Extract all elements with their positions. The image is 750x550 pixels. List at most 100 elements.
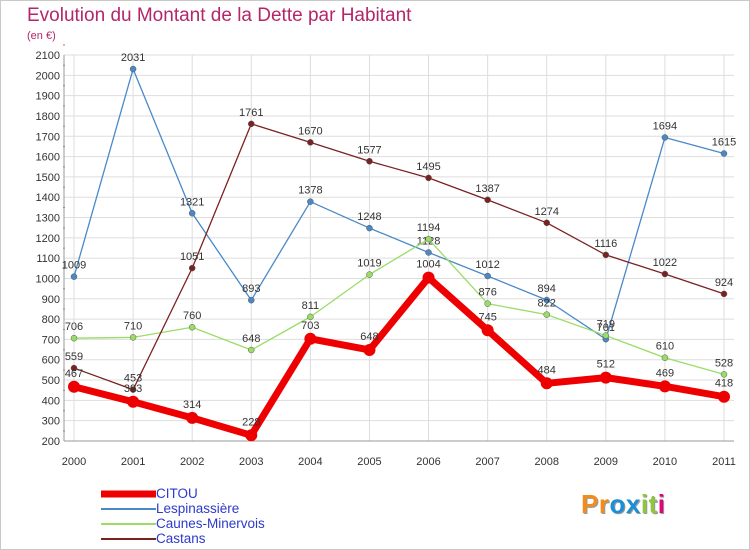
data-label-citou: 467	[65, 368, 83, 380]
data-label-lespinassiere: 2031	[121, 52, 145, 64]
data-point-lespinassiere	[720, 150, 728, 157]
data-label-citou: 469	[656, 367, 674, 379]
legend-item-caunes-minervois: Caunes-Minervois	[101, 516, 401, 531]
data-point-citou	[186, 411, 199, 424]
legend-swatch-castans	[101, 531, 156, 546]
data-point-castans	[188, 264, 196, 272]
data-label-lespinassiere: 894	[538, 283, 556, 295]
series-line-caunes-minervois	[73, 238, 725, 375]
data-point-caunes-minervois	[129, 334, 137, 341]
data-label-castans: 1022	[653, 257, 677, 269]
data-point-citou	[481, 324, 494, 337]
y-tick-label: 800	[42, 314, 60, 326]
data-label-castans: 559	[65, 351, 83, 363]
proxiti-logo: Proxiti	[581, 489, 666, 519]
series-line-castans	[73, 123, 725, 391]
data-label-castans: 1274	[534, 206, 558, 218]
data-point-lespinassiere	[248, 296, 255, 304]
data-label-lespinassiere: 1248	[357, 211, 381, 223]
data-label-lespinassiere: 1009	[62, 260, 86, 272]
data-point-castans	[307, 139, 314, 146]
data-point-caunes-minervois	[720, 371, 728, 378]
data-label-lespinassiere: 1694	[653, 120, 677, 132]
x-tick-label: 2009	[594, 456, 618, 468]
data-point-lespinassiere	[484, 272, 491, 280]
y-tick-label: 300	[42, 416, 60, 428]
data-point-caunes-minervois	[307, 313, 314, 321]
data-point-lespinassiere	[307, 198, 314, 205]
data-point-castans	[602, 251, 610, 259]
data-label-citou: 228	[242, 416, 260, 428]
data-point-lespinassiere	[129, 65, 137, 73]
legend-label-citou: CITOU	[156, 486, 198, 501]
data-point-caunes-minervois	[484, 300, 491, 307]
y-tick-label: 500	[42, 375, 60, 387]
data-point-citou	[304, 332, 317, 345]
data-label-citou: 703	[301, 320, 319, 332]
x-tick-label: 2007	[475, 456, 499, 468]
series-line-citou	[73, 274, 725, 439]
legend-item-lespinassiere: Lespinassière	[101, 501, 401, 516]
data-label-castans: 1577	[357, 144, 381, 156]
data-point-castans	[248, 120, 255, 128]
data-label-castans: 1495	[416, 161, 440, 173]
data-label-castans: 924	[715, 277, 733, 289]
y-tick-label: 1100	[36, 253, 60, 265]
x-tick-label: 2003	[239, 456, 263, 468]
data-label-citou: 484	[538, 364, 556, 376]
y-tick-label: 1200	[36, 233, 60, 245]
data-point-caunes-minervois	[188, 323, 196, 331]
y-tick-label: 1300	[36, 213, 60, 225]
data-point-citou	[658, 380, 671, 393]
data-label-lespinassiere: 701	[597, 322, 615, 334]
data-point-citou	[599, 371, 612, 384]
data-point-citou	[540, 377, 553, 390]
data-label-castans: 1116	[594, 238, 617, 250]
data-point-lespinassiere	[70, 273, 78, 280]
legend-label-lespinassiere: Lespinassière	[156, 501, 240, 516]
legend-swatch-lespinassiere	[101, 501, 156, 516]
data-point-citou	[68, 380, 80, 393]
data-label-castans: 1051	[180, 251, 204, 263]
data-point-caunes-minervois	[543, 311, 550, 318]
data-point-citou	[422, 271, 435, 284]
y-tick-label: 2000	[36, 70, 60, 82]
x-tick-label: 2005	[357, 456, 381, 468]
series-line-lespinassiere	[73, 68, 725, 340]
data-label-lespinassiere: 1615	[712, 137, 736, 149]
data-label-caunes-minervois: 528	[715, 357, 733, 369]
data-point-lespinassiere	[543, 296, 550, 304]
x-tick-label: 2008	[534, 456, 558, 468]
y-tick-label: 1000	[36, 273, 60, 285]
data-label-citou: 512	[597, 359, 615, 371]
data-label-caunes-minervois: 811	[302, 300, 320, 312]
legend-label-caunes-minervois: Caunes-Minervois	[156, 516, 265, 531]
y-tick-label: 700	[42, 334, 60, 346]
data-label-castans: 453	[124, 373, 142, 385]
y-tick-label: 1700	[36, 131, 60, 143]
y-tick-label: 1400	[36, 192, 60, 204]
x-tick-label: 2011	[712, 456, 736, 468]
y-tick-label: 1900	[36, 91, 60, 103]
legend-label-castans: Castans	[156, 531, 206, 546]
x-tick-label: 2000	[62, 456, 86, 468]
y-tick-label: 400	[42, 395, 60, 407]
legend-item-castans: Castans	[101, 531, 401, 546]
data-label-lespinassiere: 1378	[298, 185, 322, 197]
data-point-caunes-minervois	[366, 271, 373, 278]
data-label-caunes-minervois: 706	[65, 321, 83, 333]
data-point-castans	[661, 270, 669, 278]
y-tick-label: 2100	[36, 50, 60, 62]
data-point-lespinassiere	[661, 134, 669, 141]
data-label-caunes-minervois: 648	[242, 333, 260, 345]
data-label-citou: 648	[360, 331, 378, 343]
y-tick-label: 200	[42, 436, 60, 448]
data-label-citou: 314	[183, 399, 201, 411]
data-label-citou: 1004	[416, 259, 440, 271]
data-label-citou: 745	[478, 311, 496, 323]
data-label-citou: 418	[715, 378, 733, 390]
data-label-caunes-minervois: 1019	[357, 258, 381, 270]
data-point-caunes-minervois	[70, 334, 78, 342]
data-point-citou	[245, 429, 258, 442]
